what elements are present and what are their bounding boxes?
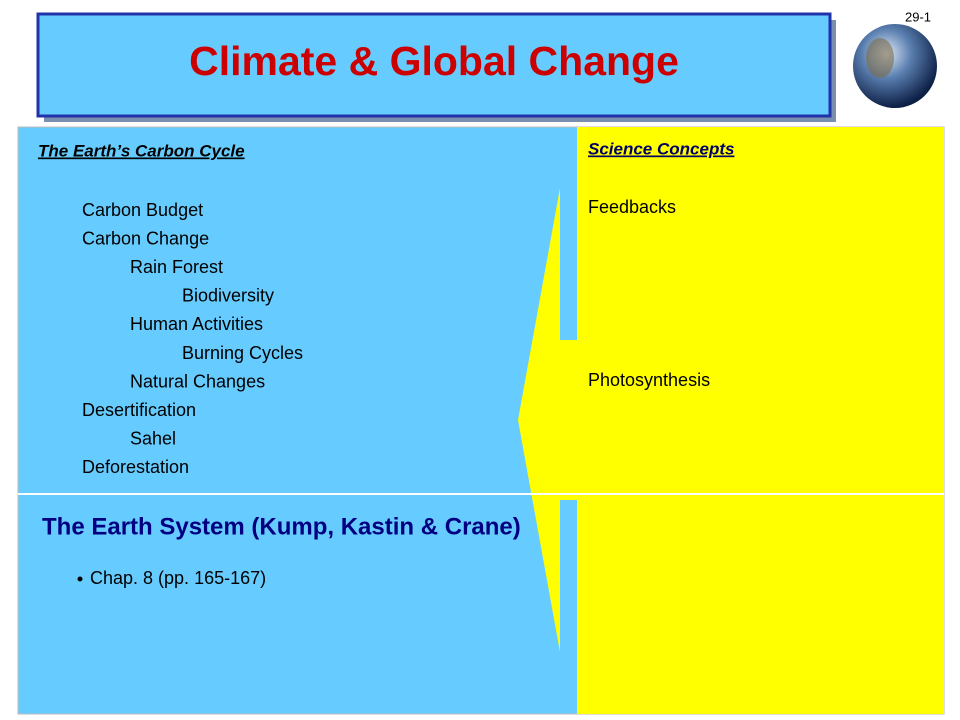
outline-item: Human Activities (130, 314, 263, 334)
bullet-dot (77, 576, 83, 582)
slide-number: 29-1 (905, 9, 931, 24)
outline-item: Natural Changes (130, 371, 265, 391)
right-heading: Science Concepts (588, 139, 734, 158)
outline-item: Biodiversity (182, 286, 274, 306)
bullets: Chap. 8 (pp. 165-167) (77, 568, 266, 588)
outline-item: Deforestation (82, 457, 189, 477)
left-heading: The Earth’s Carbon Cycle (38, 141, 245, 160)
arrow (518, 188, 560, 652)
earth-image (853, 24, 937, 108)
concepts-panel (577, 127, 944, 714)
earth-land (866, 38, 894, 78)
outline-item: Sahel (130, 429, 176, 449)
outline: Carbon Budget Carbon Change Rain Forest Bio… (82, 200, 303, 477)
outline-item: Rain Forest (130, 257, 223, 277)
outline-item: Burning Cycles (182, 343, 303, 363)
concept-item: Feedbacks (588, 197, 676, 217)
outline-item: Desertification (82, 400, 196, 420)
outline-item: Carbon Budget (82, 200, 203, 220)
slide-title: Climate & Global Change (189, 38, 679, 84)
title-box (36, 12, 832, 118)
reading-heading: The Earth System (Kump, Kastin & Crane) (42, 513, 521, 540)
arrow-neck (559, 340, 578, 500)
outline-item: Carbon Change (82, 228, 209, 248)
bullet-text: Chap. 8 (pp. 165-167) (90, 568, 266, 588)
concepts: Feedbacks Photosynthesis (588, 197, 710, 390)
concept-item: Photosynthesis (588, 370, 710, 390)
